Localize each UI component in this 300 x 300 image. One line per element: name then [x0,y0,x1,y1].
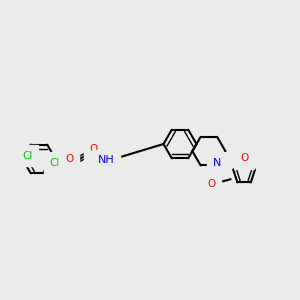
Text: O: O [240,153,248,163]
Text: NH: NH [98,155,114,165]
Text: Cl: Cl [22,151,32,160]
Text: Cl: Cl [50,158,60,168]
Text: O: O [65,154,73,164]
Text: O: O [208,179,216,189]
Text: O: O [89,144,98,154]
Text: N: N [213,158,221,168]
